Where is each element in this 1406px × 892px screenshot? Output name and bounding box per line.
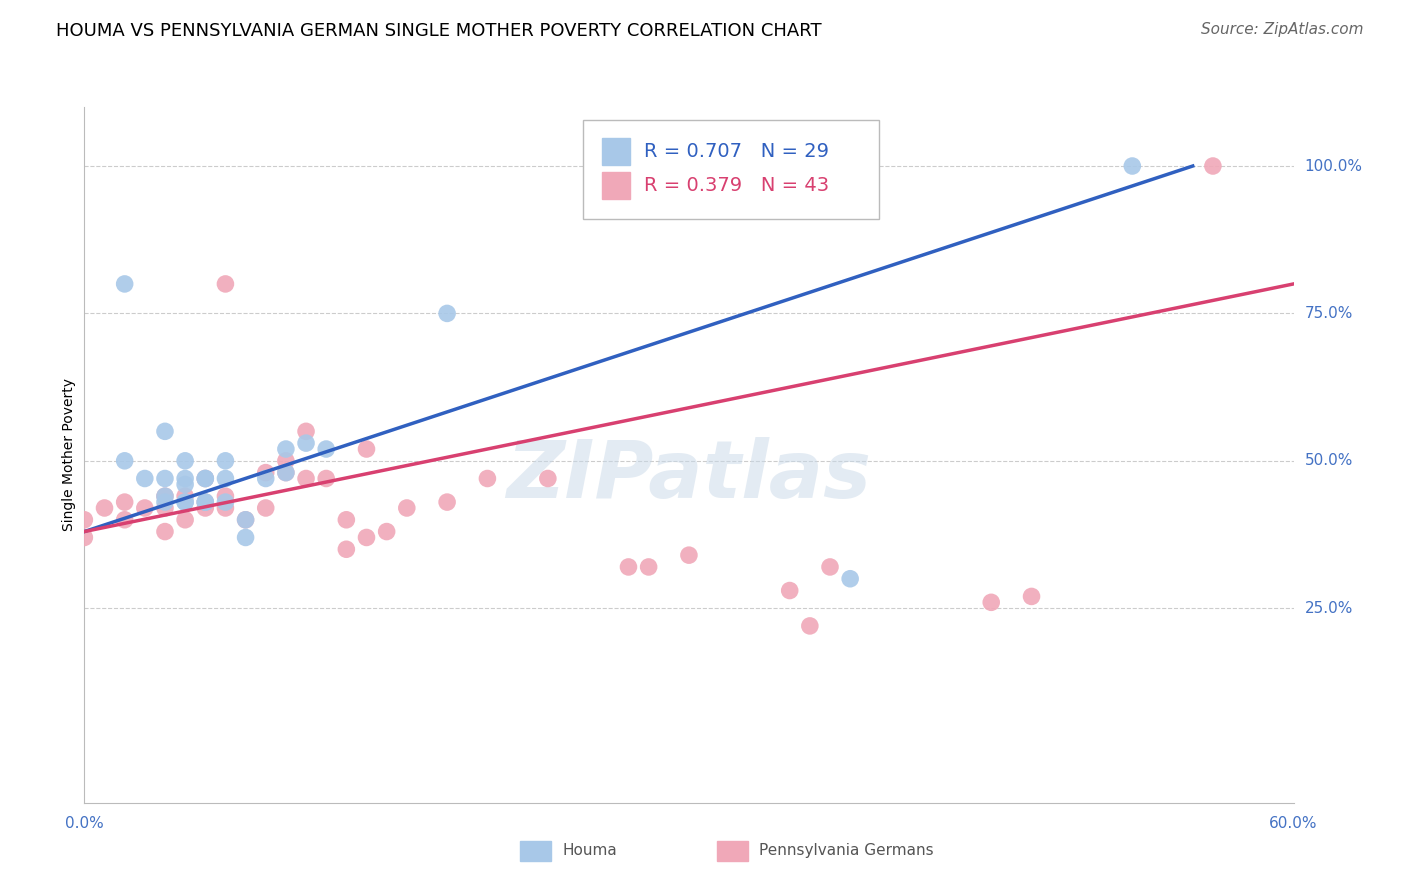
Text: ZIPatlas: ZIPatlas [506,437,872,515]
Point [617,560,640,574]
Text: 50.0%: 50.0% [1305,453,1353,468]
Point [1021,590,1043,604]
Point [153,500,176,515]
Point [235,531,257,545]
Point [356,442,378,456]
Point [839,572,862,586]
Point [254,466,277,480]
Point [174,471,197,485]
Point [395,500,418,515]
Point [799,619,821,633]
Point [537,471,560,485]
Point [1121,159,1143,173]
Point [274,442,297,456]
Point [153,471,176,485]
Point [678,548,700,562]
Point [174,513,197,527]
Point [214,454,236,468]
Point [980,595,1002,609]
Point [335,513,357,527]
Point [114,495,136,509]
Point [93,500,115,515]
Y-axis label: Single Mother Poverty: Single Mother Poverty [62,378,76,532]
Point [114,277,136,291]
Point [194,471,217,485]
Point [436,306,458,320]
Point [375,524,398,539]
Point [153,489,176,503]
Point [254,500,277,515]
Point [214,500,236,515]
Point [153,489,176,503]
Point [194,495,217,509]
Point [194,500,217,515]
Text: 100.0%: 100.0% [1305,159,1362,174]
Point [235,513,257,527]
Text: HOUMA VS PENNSYLVANIA GERMAN SINGLE MOTHER POVERTY CORRELATION CHART: HOUMA VS PENNSYLVANIA GERMAN SINGLE MOTH… [56,22,823,40]
Point [194,495,217,509]
Text: 0.0%: 0.0% [65,816,104,830]
Point [134,471,156,485]
Point [73,531,96,545]
Point [254,471,277,485]
Text: 75.0%: 75.0% [1305,306,1353,321]
Point [153,524,176,539]
Point [335,542,357,557]
Point [174,454,197,468]
Point [194,471,217,485]
Point [174,477,197,491]
Point [779,583,801,598]
Text: 60.0%: 60.0% [1270,816,1317,830]
Point [818,560,841,574]
Point [274,466,297,480]
Point [214,471,236,485]
Point [174,489,197,503]
Point [194,471,217,485]
Point [274,466,297,480]
Point [356,531,378,545]
Point [214,495,236,509]
Point [295,436,318,450]
Point [315,471,337,485]
Text: R = 0.707   N = 29: R = 0.707 N = 29 [644,142,830,161]
Text: Source: ZipAtlas.com: Source: ZipAtlas.com [1201,22,1364,37]
Text: 25.0%: 25.0% [1305,600,1353,615]
Point [214,277,236,291]
Point [134,500,156,515]
Point [174,495,197,509]
Point [235,513,257,527]
Point [315,442,337,456]
Point [295,471,318,485]
Point [73,513,96,527]
Point [153,425,176,439]
Text: Houma: Houma [562,844,617,858]
Point [114,513,136,527]
Text: R = 0.379   N = 43: R = 0.379 N = 43 [644,176,830,195]
Point [214,489,236,503]
Point [637,560,659,574]
Point [295,425,318,439]
Point [114,454,136,468]
Point [274,454,297,468]
Point [153,495,176,509]
Point [1202,159,1225,173]
Text: Pennsylvania Germans: Pennsylvania Germans [759,844,934,858]
Point [174,495,197,509]
Point [436,495,458,509]
Point [194,495,217,509]
Point [477,471,499,485]
